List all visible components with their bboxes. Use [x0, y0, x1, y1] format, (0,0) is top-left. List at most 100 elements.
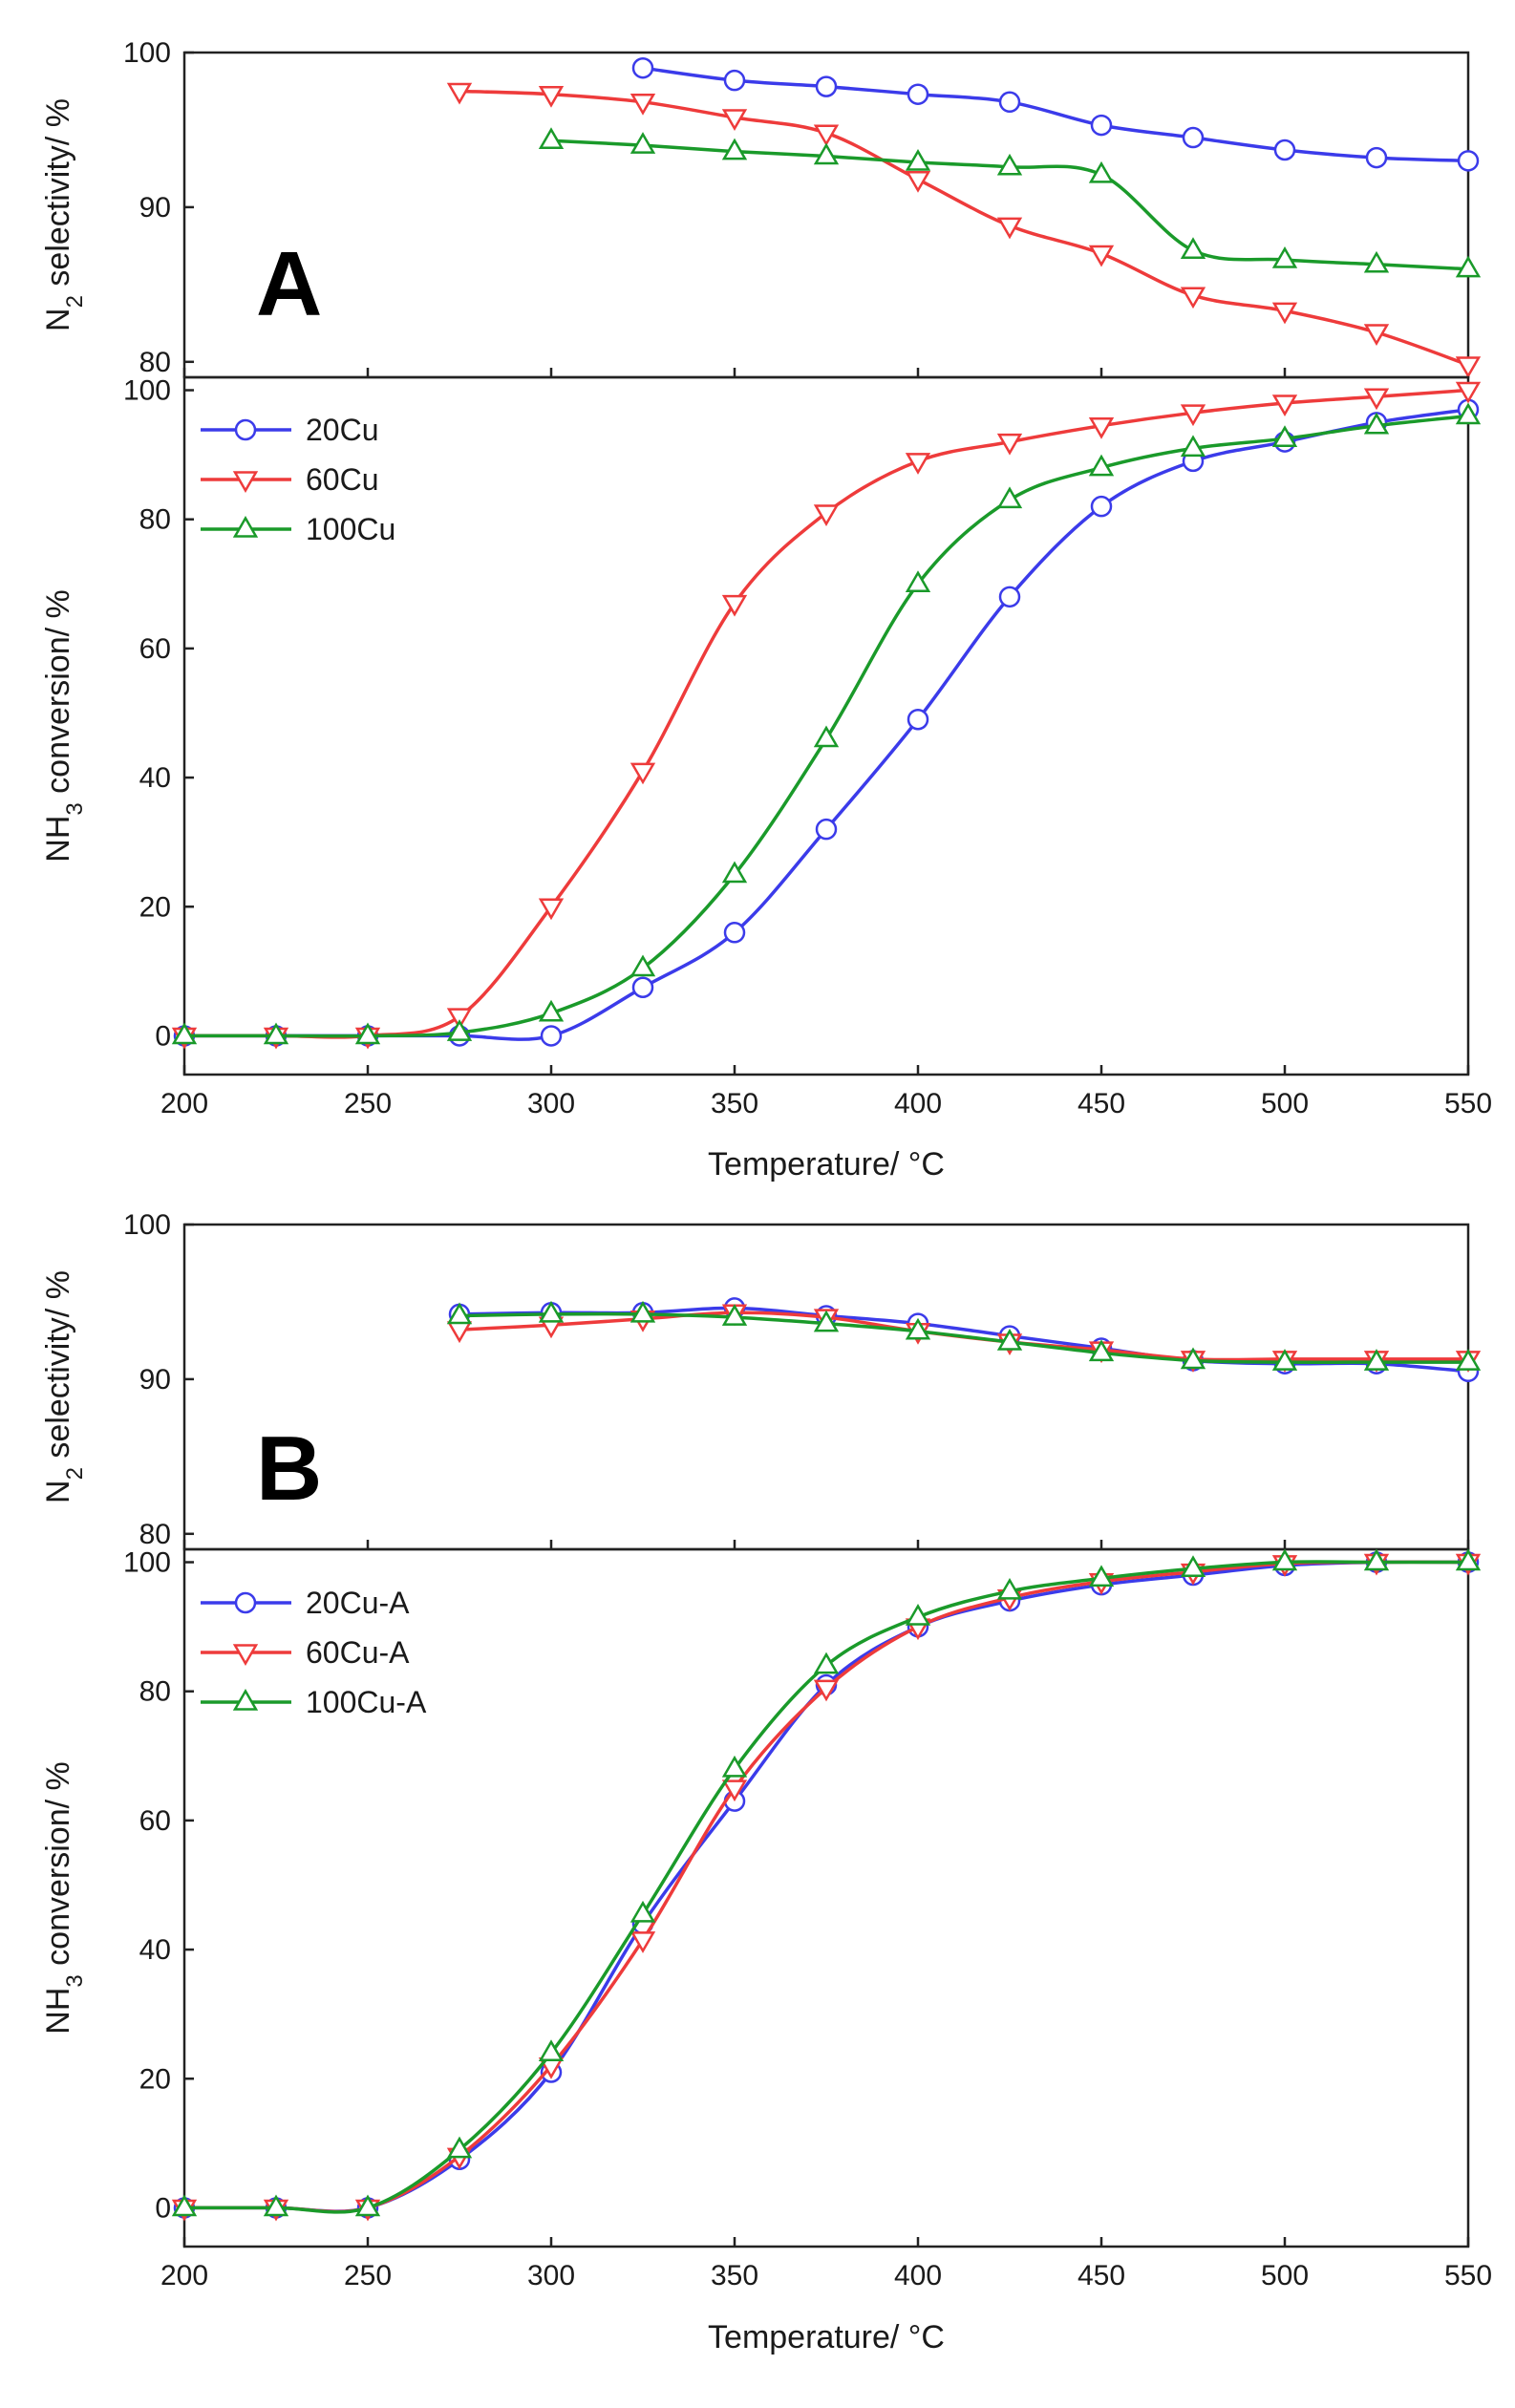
data-point-100cu-a — [1180, 1555, 1206, 1578]
data-point-100cu-a — [629, 1300, 656, 1323]
conversion-y-axis-title: NH3 conversion/ % — [40, 1761, 88, 2034]
data-point-100cu-a — [446, 1302, 473, 1325]
legend-label: 60Cu — [306, 462, 379, 497]
data-point-100cu-a — [905, 1603, 931, 1626]
data-point-100cu — [1363, 412, 1390, 435]
data-point-20cu — [815, 75, 838, 97]
x-tick-label: 250 — [344, 2260, 392, 2291]
selectivity-plot: 80 90 100 N2 selectivity/ % — [40, 37, 1482, 379]
data-point-60cu — [996, 433, 1023, 456]
y-tick-label: 80 — [139, 504, 171, 536]
data-point-60cu — [1088, 416, 1115, 439]
selectivity-plot-frame — [182, 1223, 1470, 1551]
data-point-100cu — [263, 1022, 289, 1045]
data-point-100cu-a — [1088, 1339, 1115, 1362]
data-point-100cu — [1088, 454, 1115, 477]
data-point-60cu-a — [721, 1779, 748, 1802]
x-tick-label: 350 — [711, 1088, 758, 1119]
selectivity-plot-frame — [182, 51, 1470, 379]
data-point-20cu — [1182, 126, 1205, 149]
data-point-100cu-a — [905, 1317, 931, 1340]
legend-label: 100Cu-A — [306, 1685, 427, 1719]
data-point-60cu — [446, 82, 473, 105]
data-point-60cu — [721, 594, 748, 617]
data-point-60cu — [1180, 404, 1206, 427]
data-point-60cu — [905, 171, 931, 193]
y-tick-label: 100 — [123, 375, 171, 407]
y-tick-label: 40 — [139, 762, 171, 794]
data-point-100cu — [813, 725, 840, 748]
data-point-100cu — [905, 148, 931, 171]
y-tick-label: 80 — [139, 1519, 171, 1550]
data-point-100cu — [996, 486, 1023, 509]
data-point-100cu — [446, 1019, 473, 1041]
x-tick-label: 400 — [894, 1088, 942, 1119]
series-line-100cu-a — [184, 1560, 1468, 2214]
data-point-100cu-a — [1180, 1347, 1206, 1370]
x-tick-label: 200 — [160, 2260, 208, 2291]
data-point-60cu — [1271, 302, 1298, 325]
data-point-60cu — [905, 453, 931, 475]
data-point-60cu-a — [629, 1931, 656, 1953]
data-point-100cu-a — [1363, 1349, 1390, 1371]
y-tick-label: 60 — [139, 1805, 171, 1837]
x-tick-label: 550 — [1444, 2260, 1492, 2291]
data-point-100cu-a — [1455, 1548, 1482, 1571]
data-point-100cu — [1180, 237, 1206, 259]
data-point-20cu — [1365, 146, 1388, 169]
data-point-60cu — [1180, 287, 1206, 309]
data-point-20cu — [1090, 114, 1113, 137]
y-tick-label: 80 — [139, 347, 171, 378]
data-point-60cu — [538, 85, 565, 108]
x-tick-label: 500 — [1261, 2260, 1309, 2291]
data-point-100cu-a — [1363, 1548, 1390, 1571]
data-point-60cu — [1455, 381, 1482, 404]
conversion-plot-frame — [182, 375, 1470, 1076]
data-point-20cu — [1090, 495, 1113, 518]
data-point-60cu — [1363, 388, 1390, 411]
y-tick-label: 90 — [139, 1364, 171, 1396]
data-point-60cu — [629, 94, 656, 116]
y-tick-label: 0 — [155, 2192, 171, 2224]
data-point-20cu — [998, 586, 1021, 608]
legend-label: 100Cu — [306, 512, 395, 546]
data-point-100cu-a — [813, 1310, 840, 1332]
data-point-20cu — [723, 922, 746, 944]
data-point-100cu-a — [354, 2194, 381, 2217]
data-point-60cu — [1363, 324, 1390, 347]
data-point-100cu — [1455, 402, 1482, 425]
series-line-60cu — [459, 89, 1469, 367]
data-point-20cu — [815, 818, 838, 841]
y-tick-label: 40 — [139, 1934, 171, 1966]
data-point-100cu — [629, 132, 656, 154]
conversion-plot: 0 20 40 60 80 100 200 250 300 350 400 450 500 550 NH3 … — [40, 1547, 1492, 2291]
y-tick-label: 100 — [123, 37, 171, 69]
legend-label: 20Cu-A — [306, 1586, 410, 1620]
x-axis-title: Temperature/ °C — [708, 1146, 945, 1183]
x-tick-label: 300 — [527, 2260, 575, 2291]
data-point-100cu-a — [721, 1755, 748, 1778]
series-line-100cu — [550, 139, 1469, 271]
x-tick-label: 400 — [894, 2260, 942, 2291]
data-point-100cu-a — [538, 1300, 565, 1323]
legend-marker — [234, 1591, 257, 1614]
x-tick-label: 550 — [1444, 1088, 1492, 1119]
data-point-100cu-a — [996, 1329, 1023, 1351]
series-line-20cu — [183, 408, 1469, 1041]
data-point-100cu-a — [1271, 1349, 1298, 1371]
data-point-100cu — [721, 861, 748, 884]
data-point-20cu — [631, 56, 654, 79]
series-line-60cu — [183, 388, 1469, 1039]
data-point-60cu — [538, 898, 565, 921]
x-tick-label: 350 — [711, 2260, 758, 2291]
conversion-plot: 0 20 40 60 80 100 200 250 300 350 400 450 500 550 NH3 … — [40, 375, 1492, 1119]
selectivity-y-axis-title: N2 selectivity/ % — [40, 1270, 88, 1503]
x-axis-title: Temperature/ °C — [708, 2319, 945, 2355]
series-line-20cu — [642, 66, 1469, 163]
data-point-100cu — [996, 153, 1023, 176]
data-point-100cu — [721, 138, 748, 160]
x-tick-label: 300 — [527, 1088, 575, 1119]
